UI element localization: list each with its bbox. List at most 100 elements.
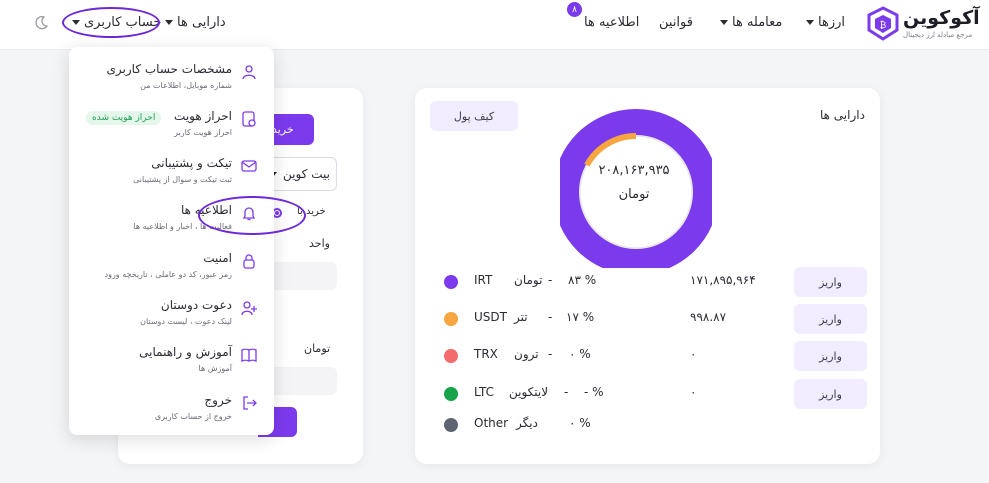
donut-segment-irt	[560, 109, 712, 268]
asset-percent: ۰ %	[569, 347, 591, 361]
menu-item-subtitle: فعالیت ها ، اخبار و اطلاعیه ها	[133, 222, 232, 231]
total-value: ۲۰۸,۱۶۳,۹۳۵	[598, 163, 669, 178]
buy-tab-label: خرید	[272, 123, 294, 136]
asset-balance: ۱۷۱,۸۹۵,۹۶۴	[690, 273, 756, 287]
assets-donut-chart: ۲۰۸,۱۶۳,۹۳۵ تومان	[560, 109, 712, 268]
asset-percent: - %	[584, 385, 604, 399]
menu-item-subtitle: شماره موبایل، اطلاعات من	[140, 81, 232, 90]
nav-currencies-label: ارزها	[818, 15, 845, 30]
menu-item-subtitle: احراز هویت کاربر	[174, 128, 232, 137]
nav-rules-label: قوانین	[659, 15, 693, 30]
deposit-button-label: واریز	[819, 312, 842, 326]
asset-name: لایتکوین	[509, 385, 549, 399]
toman-label: تومان	[304, 342, 331, 355]
account-highlight-circle	[62, 7, 160, 38]
menu-item-id-card[interactable]: احراز هویت احراز هویت کاربر	[69, 109, 274, 155]
menu-item-book[interactable]: آموزش و راهنمایی آموزش ها	[69, 345, 274, 391]
book-icon	[241, 348, 257, 363]
asset-percent: ۱۷ %	[566, 310, 595, 324]
notification-count-badge: ۸	[567, 2, 582, 17]
order-type-label: خرید با	[297, 206, 326, 217]
deposit-button-label: واریز	[819, 349, 842, 363]
nav-notifications-label: اطلاعیه ها	[584, 15, 640, 30]
asset-symbol: IRT	[474, 273, 493, 287]
svg-text:₿: ₿	[880, 20, 887, 31]
coin-select-value: بیت کوین	[283, 167, 330, 181]
asset-color-dot	[444, 349, 458, 363]
deposit-button[interactable]: واریز	[794, 341, 867, 371]
top-navigation-bar	[0, 0, 989, 50]
menu-item-title: احراز هویت	[174, 109, 232, 123]
menu-item-subtitle: آموزش ها	[198, 364, 232, 373]
menu-item-lock[interactable]: امنیت رمز عبور، کد دو عاملی ، تاریخچه ورو…	[69, 251, 274, 297]
menu-item-subtitle: خروج از حساب کاربری	[154, 412, 232, 421]
menu-item-title: امنیت	[203, 251, 232, 265]
moon-icon[interactable]	[33, 15, 49, 31]
menu-item-subtitle: لینک دعوت ، لیست دوستان	[140, 317, 232, 326]
user-plus-icon	[241, 301, 257, 316]
deposit-button[interactable]: واریز	[794, 304, 867, 334]
asset-separator: -	[548, 310, 553, 324]
nav-assets[interactable]: دارایی ها	[165, 15, 226, 30]
donut-segment-usdt	[584, 133, 637, 167]
menu-item-subtitle: ثبت تیکت و سوال از پشتیبانی	[133, 175, 232, 184]
mail-icon	[241, 160, 257, 172]
asset-name: تومان	[514, 273, 543, 287]
menu-item-title: آموزش و راهنمایی	[139, 345, 232, 359]
chevron-down-icon	[165, 20, 173, 25]
deposit-button[interactable]: واریز	[794, 267, 867, 297]
chevron-down-icon	[806, 20, 814, 25]
id-card-icon	[242, 111, 256, 127]
assets-title: دارایی ها	[820, 108, 865, 122]
chevron-down-icon	[720, 20, 728, 25]
logo-title[interactable]: آکوکوین	[903, 7, 980, 29]
total-unit: تومان	[619, 187, 650, 202]
nav-notifications[interactable]: اطلاعیه ها	[584, 15, 639, 30]
asset-color-dot	[444, 312, 458, 326]
logo-subtitle: مرجع مبادله ارز دیجیتال	[903, 31, 973, 39]
nav-rules[interactable]: قوانین	[659, 15, 693, 30]
logout-icon	[243, 396, 257, 410]
deposit-button-label: واریز	[819, 387, 842, 401]
nav-assets-label: دارایی ها	[177, 15, 226, 30]
menu-item-title: دعوت دوستان	[160, 298, 232, 312]
nav-currencies[interactable]: ارزها	[806, 15, 845, 30]
asset-name: ترون	[514, 347, 539, 361]
asset-name: تتر	[514, 310, 528, 324]
verified-badge: احراز هویت شده	[86, 111, 162, 125]
nav-trades[interactable]: معامله ها	[720, 15, 782, 30]
menu-item-mail[interactable]: تیکت و پشتیبانی ثبت تیکت و سوال از پشتیبا…	[69, 156, 274, 202]
unit-label: واحد	[309, 237, 330, 250]
account-dropdown-menu: مشخصات حساب کاربری شماره موبایل، اطلاعات …	[69, 47, 306, 435]
asset-percent: ۰ %	[569, 416, 591, 430]
asset-name: دیگر	[516, 416, 538, 430]
nav-trades-label: معامله ها	[732, 15, 783, 30]
deposit-button-label: واریز	[819, 275, 842, 289]
asset-balance: ۰	[690, 385, 697, 399]
asset-balance: ۹۹۸.۸۷	[690, 310, 727, 324]
asset-color-dot	[444, 387, 458, 401]
asset-balance: ۰	[690, 347, 697, 361]
menu-item-user-plus[interactable]: دعوت دوستان لینک دعوت ، لیست دوستان	[69, 298, 274, 344]
asset-color-dot	[444, 418, 458, 432]
asset-symbol: USDT	[474, 310, 507, 324]
asset-separator: -	[564, 385, 569, 399]
menu-item-subtitle: رمز عبور، کد دو عاملی ، تاریخچه ورود	[104, 270, 232, 279]
support-highlight-circle	[198, 196, 306, 235]
menu-item-user[interactable]: مشخصات حساب کاربری شماره موبایل، اطلاعات …	[69, 62, 274, 108]
asset-separator: -	[548, 273, 553, 287]
asset-symbol: TRX	[474, 347, 498, 361]
menu-item-title: مشخصات حساب کاربری	[106, 62, 232, 76]
deposit-button[interactable]: واریز	[794, 379, 867, 409]
asset-percent: ۸۳ %	[568, 273, 597, 287]
wallet-button[interactable]: کیف پول	[430, 101, 518, 131]
lock-icon	[243, 254, 255, 269]
asset-symbol: Other	[474, 416, 509, 430]
asset-separator: -	[548, 347, 553, 361]
menu-item-logout[interactable]: خروج خروج از حساب کاربری	[69, 393, 274, 439]
user-icon	[242, 65, 256, 80]
asset-color-dot	[444, 275, 458, 289]
menu-item-title: تیکت و پشتیبانی	[151, 156, 232, 170]
shield-logo-icon[interactable]: ₿	[866, 6, 900, 42]
menu-item-title: خروج	[204, 393, 232, 407]
